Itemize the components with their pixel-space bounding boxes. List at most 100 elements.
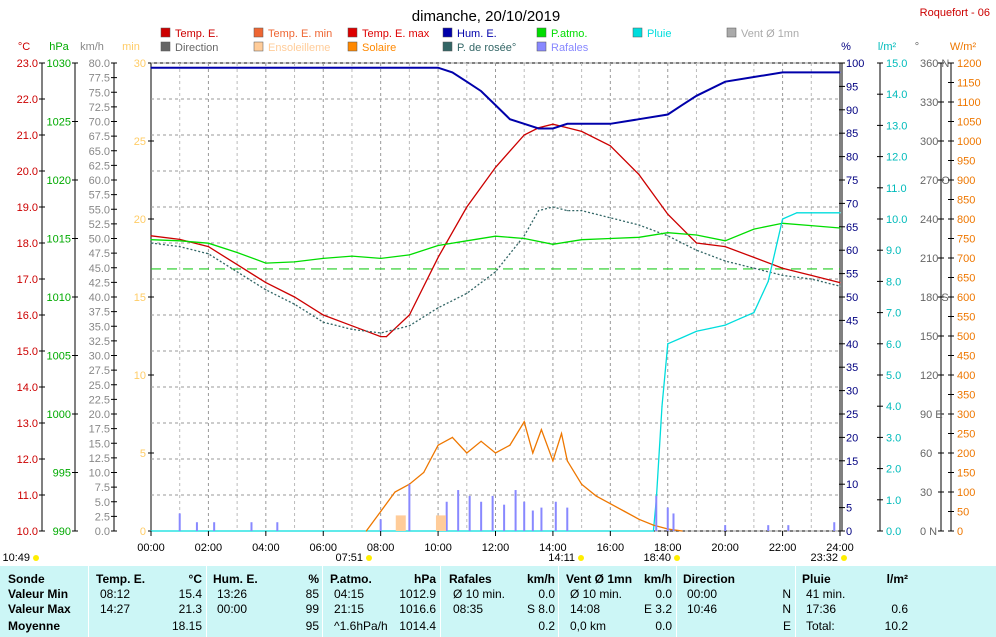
series-point [523, 235, 525, 237]
tick-label-solar: 400 [957, 370, 975, 382]
tick-label-wind: 15.0 [89, 438, 110, 450]
table-cell-time: Ø 10 min. [570, 587, 623, 601]
tick-label-solar: 100 [957, 487, 975, 499]
legend-swatch [253, 41, 264, 52]
x-tick-label: 00:00 [137, 542, 165, 554]
tick-label-sun: 0 [140, 526, 146, 538]
tick-label-rain: 10.0 [886, 214, 907, 226]
series-point [179, 240, 181, 242]
bar-mark [503, 504, 506, 531]
legend-swatch [442, 41, 453, 52]
series-point [437, 67, 439, 69]
tick-label-rain: 5.0 [886, 370, 901, 382]
tick-label-solar: 1000 [957, 136, 981, 148]
tick-label-hum: 80 [846, 152, 858, 164]
tick-label-wind: 30.0 [89, 351, 110, 363]
series-point [322, 257, 324, 259]
series-point [293, 303, 296, 305]
legend-swatch [536, 27, 547, 38]
time-marker-label: 07:51 [335, 552, 363, 564]
legend-swatch [442, 27, 453, 38]
series-point [380, 257, 382, 259]
tick-label-solar: 600 [957, 292, 975, 304]
series-point [566, 210, 568, 212]
tick-label-press: 995 [53, 468, 71, 480]
table-cell-value: 15.4 [178, 587, 202, 601]
series-point [380, 332, 382, 334]
series-point [437, 256, 439, 258]
series-point [781, 71, 784, 73]
table-cell-time: 04:15 [334, 587, 365, 601]
legend-label: Temp. E. max [362, 28, 430, 40]
tick-label-solar: 1100 [957, 97, 981, 109]
table-cell-time: Ø 10 min. [453, 587, 506, 601]
tick-label-dir: 60 [920, 448, 932, 460]
tick-label-dir: 240 [920, 214, 938, 226]
series-point [480, 90, 482, 92]
unit-label-hum: % [841, 41, 851, 53]
bar-mark [213, 522, 216, 531]
series-point [724, 324, 726, 326]
tick-label-wind: 5.0 [95, 497, 110, 509]
tick-label-dir: 0 N [920, 526, 937, 538]
tick-label-press: 1025 [47, 117, 71, 129]
series-point [681, 104, 683, 106]
tick-label-wind: 32.5 [89, 336, 110, 348]
series-point [796, 212, 798, 214]
series-point [753, 312, 755, 314]
series-point [810, 212, 812, 214]
series-point [652, 530, 654, 532]
tick-label-hum: 30 [846, 386, 858, 398]
tick-label-hum: 95 [846, 81, 858, 93]
tick-label-rain: 9.0 [886, 245, 901, 257]
tick-label-press: 1005 [47, 351, 71, 363]
bar-mark [379, 519, 382, 531]
tick-label-temp: 20.0 [17, 166, 38, 178]
series-point [609, 145, 611, 147]
tick-label-solar: 700 [957, 253, 975, 265]
table-cell-time: 08:35 [453, 602, 484, 616]
table-cell-value: 1016.6 [399, 602, 436, 616]
tick-label-solar: 500 [957, 331, 975, 343]
x-tick-label: 04:00 [252, 542, 280, 554]
table-header-unit: km/h [526, 572, 555, 586]
table-cell-value: N [782, 602, 791, 616]
table-cell-time: 14:08 [570, 602, 601, 616]
tick-label-wind: 25.0 [89, 380, 110, 392]
tick-label-wind: 77.5 [89, 73, 110, 85]
tick-label-wind: 42.5 [89, 277, 110, 289]
tick-label-hum: 20 [846, 432, 858, 444]
bar-mark [445, 501, 448, 531]
table-header-unit: l/m² [886, 572, 908, 586]
table-column-separator [676, 566, 677, 637]
series-point [408, 325, 410, 327]
tick-label-hum: 55 [846, 269, 858, 281]
series-point [753, 256, 755, 258]
series-point [724, 81, 726, 83]
time-marker-dot [33, 555, 39, 561]
tick-label-solar: 550 [957, 312, 975, 324]
tick-label-wind: 50.0 [89, 234, 110, 246]
tick-label-dir: 360 N [920, 58, 949, 70]
tick-label-dir: 150 [920, 331, 938, 343]
series-point [638, 118, 640, 120]
bar-mark [195, 522, 198, 531]
tick-label-temp: 17.0 [17, 274, 38, 286]
series-point [566, 460, 568, 462]
series-point [179, 238, 181, 240]
bar-mark [566, 507, 569, 531]
series-point [781, 218, 784, 220]
tick-label-solar: 150 [957, 468, 975, 480]
series-point [351, 325, 353, 327]
time-marker-dot [674, 555, 680, 561]
table-header: Sonde [8, 572, 45, 586]
bar-mark [724, 525, 727, 531]
table-cell-value: 18.15 [171, 619, 202, 633]
series-point [552, 127, 554, 130]
series-point [494, 271, 497, 273]
series-point [581, 210, 583, 212]
x-tick-label: 12:00 [482, 542, 510, 554]
table-header: Direction [683, 572, 736, 586]
table-cell-time: 13:26 [217, 587, 248, 601]
series-point [695, 249, 698, 251]
